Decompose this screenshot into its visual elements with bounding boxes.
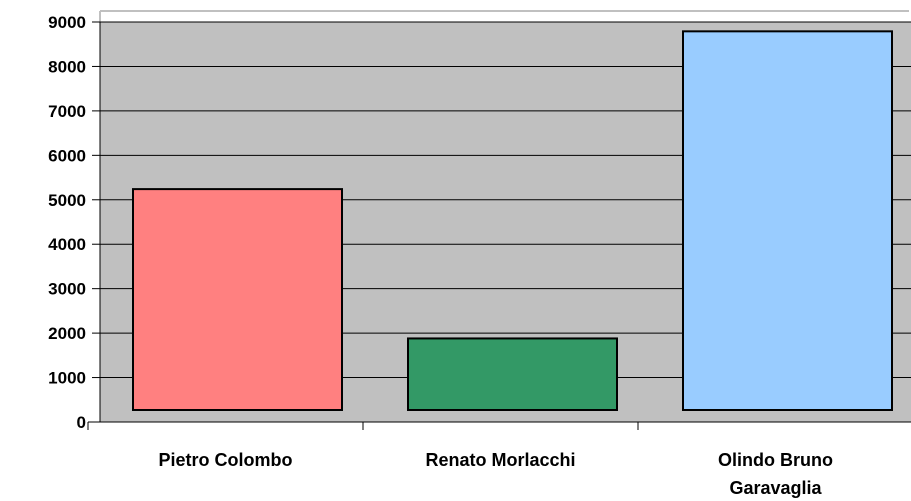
y-tick-label-1000: 1000 — [48, 369, 86, 388]
y-tick-labels: 0 1000 2000 3000 4000 5000 6000 7000 8000 9000 — [48, 13, 86, 432]
x-category-labels: Pietro Colombo Renato Morlacchi Olindo Bru… — [159, 450, 833, 498]
y-tick-label-6000: 6000 — [48, 146, 86, 165]
bar-pietro-colombo — [132, 188, 343, 411]
y-tick-label-7000: 7000 — [48, 102, 86, 121]
bars — [132, 30, 893, 412]
y-tick-label-5000: 5000 — [48, 191, 86, 210]
y-tick-label-8000: 8000 — [48, 57, 86, 76]
y-tick-label-2000: 2000 — [48, 324, 86, 343]
y-tick-label-3000: 3000 — [48, 280, 86, 299]
bar-renato-morlacchi — [407, 337, 618, 412]
x-category-label-0: Pietro Colombo — [159, 450, 293, 470]
axes — [87, 21, 911, 430]
bar-olindo-bruno-garavaglia — [682, 30, 893, 411]
y-tick-label-9000: 9000 — [48, 13, 86, 32]
x-category-label-2: Olindo Bruno Garavaglia — [718, 450, 833, 498]
y-tick-label-0: 0 — [77, 413, 86, 432]
x-category-label-1: Renato Morlacchi — [425, 450, 575, 470]
y-tick-label-4000: 4000 — [48, 235, 86, 254]
